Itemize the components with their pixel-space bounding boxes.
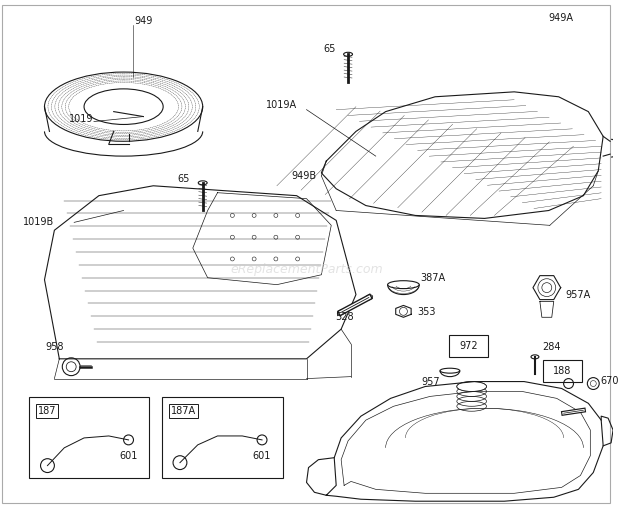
Text: 670: 670 [600,376,619,386]
Text: 601: 601 [253,451,271,461]
Text: 601: 601 [120,451,138,461]
Text: 949A: 949A [549,13,574,23]
Text: 387A: 387A [420,273,445,282]
Text: 528: 528 [335,313,353,322]
FancyBboxPatch shape [29,398,149,478]
Text: eReplacementParts.com: eReplacementParts.com [230,263,383,276]
Text: 284: 284 [542,342,560,352]
Text: 957A: 957A [565,290,591,300]
Text: 958: 958 [45,342,64,352]
FancyBboxPatch shape [162,398,283,478]
Text: 1019A: 1019A [265,100,296,110]
Text: 187: 187 [38,406,56,416]
Text: 972: 972 [459,341,478,351]
Text: 1019B: 1019B [23,217,55,228]
Text: 188: 188 [554,365,572,376]
Text: 949B: 949B [291,171,317,181]
Text: 949: 949 [134,16,153,25]
Text: 65: 65 [324,44,336,54]
Text: 1019: 1019 [69,114,94,124]
FancyBboxPatch shape [449,335,489,357]
Ellipse shape [457,382,487,391]
FancyBboxPatch shape [543,360,582,382]
Text: 353: 353 [417,307,436,317]
Text: 957: 957 [422,377,440,386]
Text: 65: 65 [177,174,190,184]
Text: 187A: 187A [171,406,196,416]
